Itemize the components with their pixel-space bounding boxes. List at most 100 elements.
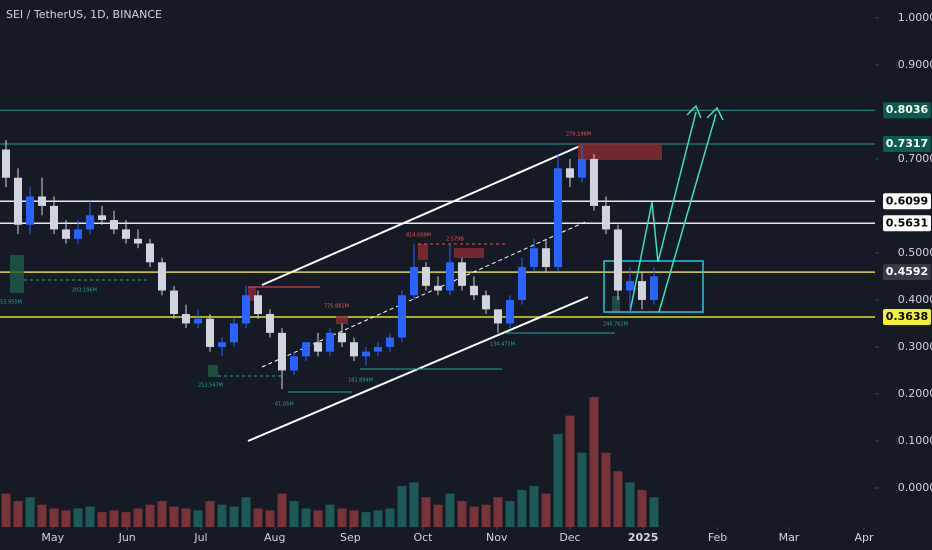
chart-title: SEI / TetherUS, 1D, BINANCE [6,8,162,21]
volume-bar [421,497,431,527]
candle-body [469,285,478,296]
candle-body [61,229,70,239]
candle-body [313,342,322,352]
candle-body [409,267,418,296]
x-tick-label: 2025 [628,531,659,544]
volume-bar [1,493,11,527]
volume-bar [493,497,503,527]
candle-body [589,158,598,206]
candle-body [505,299,514,324]
levels [0,109,875,318]
volume-bar [109,510,119,527]
volume-bar [349,510,359,527]
volume-bar [433,504,443,527]
candle-body [601,205,610,230]
candle-body [133,238,142,244]
volume-bar [205,501,215,527]
annotations: 270.196M 814.009M 2.579B 775.882M 212.54… [0,132,628,408]
candle-body [229,323,238,343]
zone [454,248,484,258]
annotation: 775.882M [324,304,349,310]
arrow-head [706,106,724,121]
candle-body [289,356,298,371]
candle-body [565,168,574,178]
level-badge [883,264,931,281]
candle-body [325,332,334,352]
candle-body [421,267,430,286]
candle-body [457,262,466,286]
volume-bar [553,434,563,527]
volume-bar [625,482,635,527]
volume-bar [253,508,263,527]
volume-bar [217,504,227,527]
x-tick-label: Mar [779,531,800,544]
candle-body [85,215,94,230]
x-tick-label: May [41,531,64,544]
volume-bar [361,512,371,527]
volume-bar [157,501,167,527]
candle-body [13,177,22,225]
volume-bar [589,397,599,527]
volume-bar [97,512,107,527]
candle-body [73,229,82,239]
candle-body [613,229,622,291]
volume-bar [325,504,335,527]
zone [248,287,256,301]
annotation: 203.196M [72,288,97,294]
volume-bar [445,493,455,527]
candle-body [577,158,586,178]
supply-zone [578,143,662,160]
drawings [10,104,724,442]
x-tick-label: Oct [413,531,433,544]
zone [418,244,428,260]
candle-body [265,314,274,333]
x-tick-label: Aug [264,531,285,544]
candle-body [481,295,490,310]
volume-bar [613,471,623,527]
volume-bar [337,508,347,527]
candle-body [433,285,442,291]
volume-bar [13,501,23,527]
annotation: 182.894M [348,378,373,384]
zone [336,316,348,324]
x-tick-label: Apr [854,531,874,544]
demand-zone [10,255,24,293]
volume-bar [169,506,179,527]
annotation: 61.05M [275,402,294,408]
level-label: 0.6099 [886,194,928,207]
candle-body [181,314,190,324]
candle-body [517,267,526,300]
candles [1,140,658,390]
candle-body [205,318,214,347]
candle-body [637,281,646,300]
volume-bar [541,493,551,527]
candle-body [493,309,502,324]
candle-body [397,295,406,338]
x-tick-label: Feb [708,531,727,544]
volume-bar [481,504,491,527]
level-badge [883,135,931,152]
volume-bar [289,501,299,527]
annotation: 212.547M [198,383,223,389]
volume-bar [601,452,611,527]
annotation: 246.762M [603,322,628,328]
level-badge [883,102,931,119]
range-box [603,260,704,313]
demand-zone [612,296,620,312]
x-tick-label: Jun [118,531,136,544]
candle-body [217,342,226,347]
projection [658,113,717,313]
time-axis [0,527,932,550]
candle-body [121,229,130,239]
level-label: 0.4592 [886,265,928,278]
candle-body [169,290,178,315]
candle-body [445,262,454,291]
level-label: 0.5631 [886,216,928,229]
candle-body [361,351,370,357]
volume-bar [61,510,71,527]
volume-bar [649,497,659,527]
